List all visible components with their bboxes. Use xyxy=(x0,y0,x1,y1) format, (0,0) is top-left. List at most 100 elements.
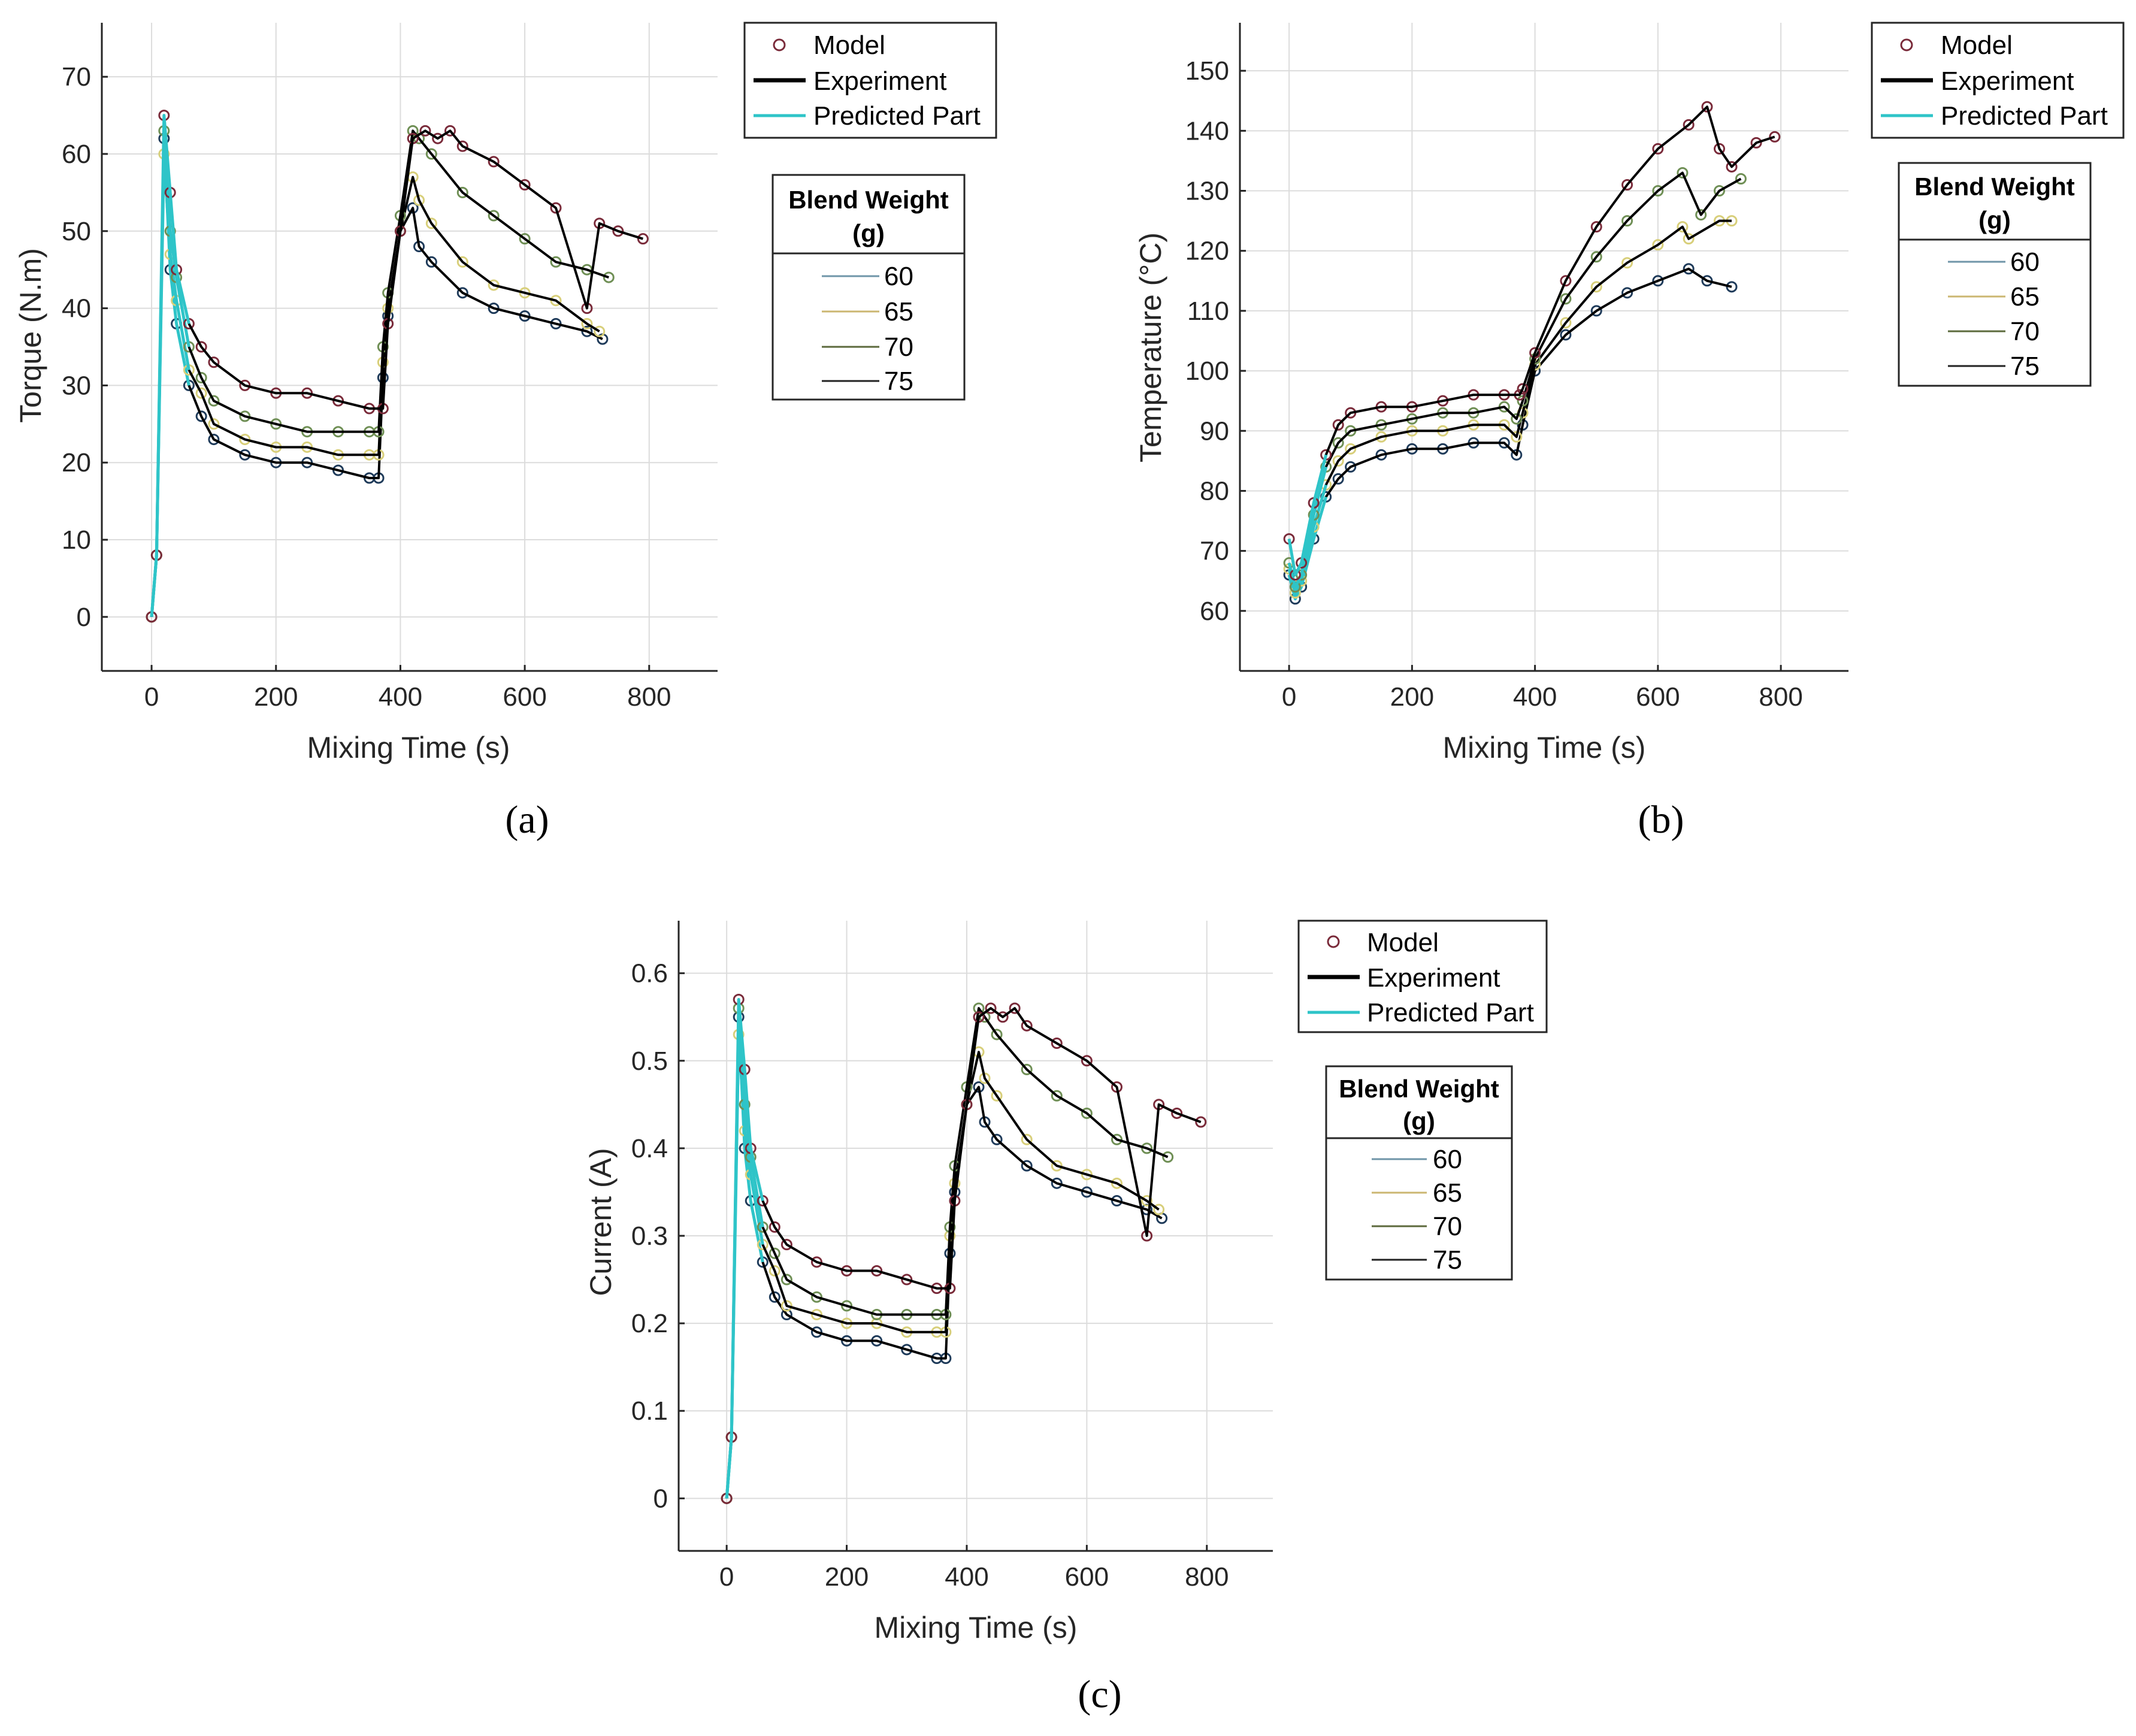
y-tick-label: 0.1 xyxy=(631,1396,668,1426)
model-point xyxy=(581,317,593,329)
x-tick-label: 600 xyxy=(503,682,546,712)
panel-c-blend-legend: Blend Weight (g) 60 65 70 75 xyxy=(1325,1065,1513,1281)
panel-b-ylabel: Temperature (°C) xyxy=(1134,232,1167,462)
x-tick-label: 800 xyxy=(627,682,671,712)
model-point xyxy=(1051,1038,1063,1050)
blend-60-label: 60 xyxy=(884,262,913,291)
x-tick-label: 0 xyxy=(719,1562,734,1592)
model-marker-icon xyxy=(773,38,786,52)
model-point xyxy=(1590,251,1602,263)
panel-b-plot-area xyxy=(1240,23,1848,671)
model-point xyxy=(1560,293,1572,305)
y-tick-label: 10 xyxy=(62,525,91,555)
model-point xyxy=(1511,413,1523,425)
y-tick-label: 70 xyxy=(62,62,91,92)
blend-title-line1: Blend Weight xyxy=(1339,1075,1499,1103)
blend-70-label: 70 xyxy=(2010,317,2040,346)
panel-b-blend-legend: Blend Weight (g) 60 65 70 75 xyxy=(1898,162,2092,387)
model-point xyxy=(1141,1142,1153,1154)
legend-model-label: Model xyxy=(1367,928,1439,957)
model-point xyxy=(1652,239,1664,251)
model-point xyxy=(1081,1186,1093,1198)
model-point xyxy=(456,287,468,299)
panel-c-plot: 0 200 400 600 800 0 0.1 0.2 0.3 0.4 0.5 0.6 xyxy=(631,921,1273,1592)
y-tick-label: 70 xyxy=(1200,537,1229,566)
model-point xyxy=(425,148,437,160)
model-point xyxy=(1677,221,1689,233)
model-point xyxy=(1051,1160,1063,1172)
panel-b-xlabel: Mixing Time (s) xyxy=(1443,731,1646,764)
model-point xyxy=(769,1265,780,1277)
model-point xyxy=(991,1133,1003,1145)
model-point xyxy=(1332,419,1344,431)
model-point xyxy=(1021,1133,1033,1145)
y-tick-label: 110 xyxy=(1187,297,1229,326)
legend-experiment-label: Experiment xyxy=(1367,963,1500,993)
model-point xyxy=(1652,275,1664,287)
model-point xyxy=(1111,1133,1123,1145)
model-point xyxy=(1621,215,1633,227)
model-point xyxy=(1652,143,1664,155)
panel-a-label: (a) xyxy=(505,798,549,842)
predicted-line-75 xyxy=(150,114,190,618)
model-point xyxy=(1695,209,1707,221)
model-point xyxy=(195,341,207,353)
model-point xyxy=(1332,473,1344,485)
blend-title-line2: (g) xyxy=(1403,1107,1435,1135)
model-point xyxy=(456,140,468,152)
model-marker-icon xyxy=(1900,38,1913,52)
model-marker-icon xyxy=(1327,935,1340,948)
blend-title-line2: (g) xyxy=(852,219,885,247)
y-tick-label: 100 xyxy=(1185,356,1229,386)
model-point xyxy=(488,156,500,168)
model-point xyxy=(1560,317,1572,329)
blend-75-label: 75 xyxy=(2010,352,2040,381)
model-point xyxy=(1701,101,1713,113)
model-point xyxy=(208,434,220,446)
panel-c-series-legend: Model Experiment Predicted Part xyxy=(1297,920,1548,1033)
model-point xyxy=(1590,305,1602,317)
y-tick-label: 0.5 xyxy=(631,1047,668,1076)
model-point xyxy=(1153,1203,1165,1215)
model-point xyxy=(519,233,531,245)
model-point xyxy=(1171,1107,1183,1119)
panel-c: 0 200 400 600 800 0 0.1 0.2 0.3 0.4 0.5 0.6 Mixing … xyxy=(584,920,1548,1716)
model-point xyxy=(1713,143,1725,155)
blend-65-label: 65 xyxy=(2010,282,2040,311)
model-point xyxy=(208,395,220,407)
model-point xyxy=(637,233,649,245)
x-tick-label: 400 xyxy=(379,682,422,712)
y-tick-label: 90 xyxy=(1200,416,1229,446)
model-point xyxy=(810,1309,822,1320)
panel-b-label: (b) xyxy=(1638,798,1684,842)
model-point xyxy=(1529,347,1541,359)
model-point xyxy=(997,1011,1009,1023)
model-point xyxy=(1332,437,1344,449)
x-tick-label: 200 xyxy=(825,1562,869,1592)
y-tick-label: 60 xyxy=(62,140,91,169)
panel-c-xlabel: Mixing Time (s) xyxy=(875,1611,1078,1644)
y-tick-label: 140 xyxy=(1185,116,1229,146)
model-point xyxy=(1009,1002,1021,1014)
x-tick-label: 400 xyxy=(1513,682,1557,712)
y-tick-label: 0.6 xyxy=(631,959,668,988)
model-point xyxy=(456,256,468,268)
blend-70-label: 70 xyxy=(884,332,913,362)
panel-b-plot: 0 200 400 600 800 60 70 80 90 100 110 120 130 140 150 xyxy=(1185,23,1848,712)
model-point xyxy=(603,271,615,283)
model-point xyxy=(208,356,220,368)
model-point xyxy=(550,202,562,214)
model-point xyxy=(1621,257,1633,269)
model-point xyxy=(208,418,220,430)
model-point xyxy=(1021,1063,1033,1075)
x-tick-label: 800 xyxy=(1185,1562,1229,1592)
model-point xyxy=(1021,1160,1033,1172)
blend-65-label: 65 xyxy=(1433,1178,1462,1208)
y-tick-label: 50 xyxy=(62,217,91,246)
x-tick-label: 600 xyxy=(1636,682,1680,712)
model-point xyxy=(1652,185,1664,197)
y-tick-label: 0 xyxy=(653,1484,668,1513)
model-point xyxy=(432,132,444,144)
predicted-line-75 xyxy=(725,998,764,1499)
